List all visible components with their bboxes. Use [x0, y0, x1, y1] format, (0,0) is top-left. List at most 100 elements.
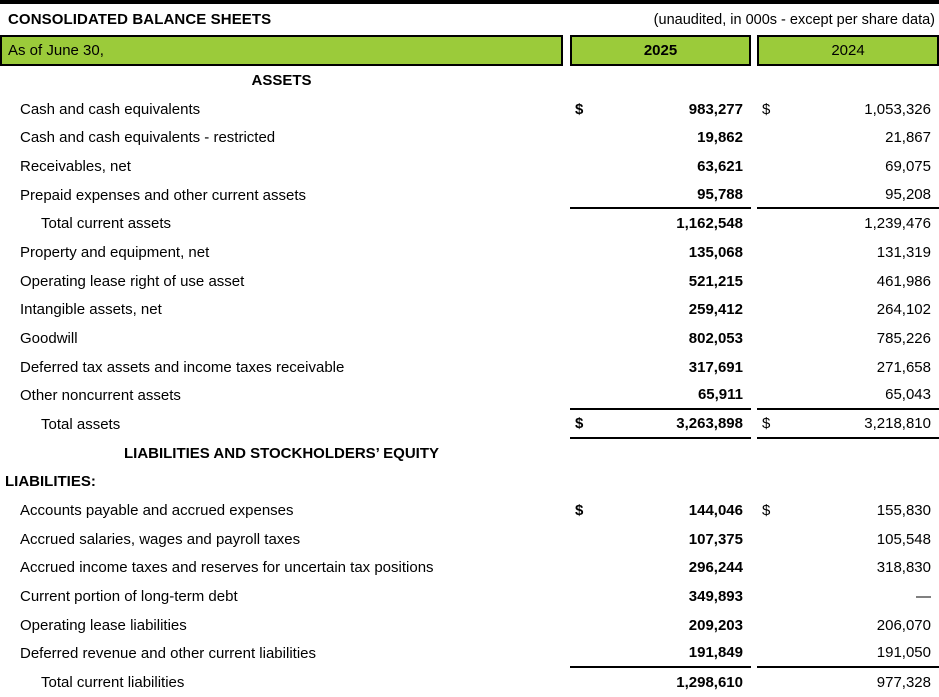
value-2025: 144,046 [688, 501, 743, 519]
dollar-sign: $ [762, 100, 771, 118]
table-row: Prepaid expenses and other current asset… [0, 181, 939, 210]
table-row: LIABILITIES: [0, 467, 939, 496]
value-2024: 1,239,476 [864, 215, 931, 233]
row-label: Accrued income taxes and reserves for un… [20, 559, 434, 577]
value-2024: 105,548 [876, 530, 931, 548]
value-2025-cell: 107,375 [570, 525, 751, 554]
table-row: Total assets $3,263,898 $3,218,810 [0, 410, 939, 439]
value-2025: 1,298,610 [676, 673, 743, 691]
top-rule [0, 0, 939, 4]
value-2025-cell: 296,244 [570, 553, 751, 582]
dollar-sign: $ [762, 414, 771, 432]
table-body: ASSETS Cash and cash equivalents $983,277 $… [0, 66, 939, 697]
table-row: Cash and cash equivalents $983,277 $1,053,… [0, 95, 939, 124]
value-2024-cell: 21,867 [757, 123, 939, 152]
value-2025: 259,412 [688, 301, 743, 319]
row-label: Total current liabilities [41, 673, 185, 691]
value-2024: — [916, 587, 931, 605]
section-header-row: ASSETS [0, 66, 939, 95]
row-label: Total assets [41, 415, 121, 433]
row-label: Intangible assets, net [20, 301, 162, 319]
row-label: Current portion of long-term debt [20, 587, 238, 605]
value-2024-cell: 271,658 [757, 353, 939, 382]
value-2024: 206,070 [876, 616, 931, 634]
value-2024: 155,830 [876, 501, 931, 519]
value-2025-cell: 209,203 [570, 611, 751, 640]
value-2024-cell [757, 439, 939, 468]
value-2024: 191,050 [876, 644, 931, 662]
value-2024-cell: 95,208 [757, 181, 939, 210]
column-header-2024: 2024 [757, 35, 939, 66]
table-row: Deferred tax assets and income taxes rec… [0, 353, 939, 382]
value-2025: 65,911 [697, 386, 743, 404]
section-header-row: LIABILITIES AND STOCKHOLDERS’ EQUITY [0, 439, 939, 468]
value-2024: 461,986 [876, 272, 931, 290]
value-2025: 107,375 [688, 530, 743, 548]
row-label: Deferred revenue and other current liabi… [20, 645, 316, 663]
value-2024: 1,053,326 [864, 100, 931, 118]
table-row: Deferred revenue and other current liabi… [0, 639, 939, 669]
row-label: Cash and cash equivalents - restricted [20, 129, 276, 147]
value-2025: 63,621 [697, 157, 743, 175]
value-2025-cell: 802,053 [570, 324, 751, 353]
value-2024: 271,658 [876, 358, 931, 376]
table-row: Operating lease right of use asset 521,21… [0, 267, 939, 296]
row-label: Accounts payable and accrued expenses [20, 501, 294, 519]
value-2024: 785,226 [876, 329, 931, 347]
value-2025: 349,893 [688, 587, 743, 605]
value-2024-cell: 191,050 [757, 639, 939, 669]
dollar-sign: $ [575, 100, 584, 118]
value-2025-cell: 1,298,610 [570, 668, 751, 697]
row-label: Operating lease right of use asset [20, 272, 245, 290]
value-2025: 19,862 [697, 129, 743, 147]
value-2024-cell: 69,075 [757, 152, 939, 181]
value-2024: 3,218,810 [864, 414, 931, 432]
row-label: Deferred tax assets and income taxes rec… [20, 358, 345, 376]
value-2024-cell: 318,830 [757, 553, 939, 582]
table-row: Current portion of long-term debt 349,893… [0, 582, 939, 611]
value-2024-cell: $1,053,326 [757, 95, 939, 124]
value-2024-cell: 131,319 [757, 238, 939, 267]
row-label: ASSETS [251, 71, 312, 89]
value-2024: 318,830 [876, 559, 931, 577]
value-2024-cell: $155,830 [757, 496, 939, 525]
value-2024: 69,075 [885, 157, 931, 175]
unaudited-note: (unaudited, in 000s - except per share d… [653, 11, 935, 28]
table-row: Accrued income taxes and reserves for un… [0, 553, 939, 582]
table-row: Cash and cash equivalents - restricted 19… [0, 123, 939, 152]
table-row: Accrued salaries, wages and payroll taxe… [0, 525, 939, 554]
value-2024: 131,319 [876, 243, 931, 261]
value-2025-cell: 317,691 [570, 353, 751, 382]
table-row: Total current liabilities 1,298,610 977,32… [0, 668, 939, 697]
value-2024: 264,102 [876, 301, 931, 319]
value-2025-cell [570, 439, 751, 468]
table-row: Total current assets 1,162,548 1,239,476 [0, 209, 939, 238]
value-2025: 3,263,898 [676, 414, 743, 432]
table-row: Goodwill 802,053 785,226 [0, 324, 939, 353]
row-label: Property and equipment, net [20, 243, 210, 261]
value-2025-cell: 521,215 [570, 267, 751, 296]
value-2024-cell [757, 66, 939, 95]
column-header-2025: 2025 [570, 35, 751, 66]
value-2024-cell: $3,218,810 [757, 410, 939, 439]
value-2025-cell: 65,911 [570, 381, 751, 411]
value-2024: 977,328 [876, 673, 931, 691]
table-row: Receivables, net 63,621 69,075 [0, 152, 939, 181]
value-2024-cell: 264,102 [757, 295, 939, 324]
value-2025-cell: 191,849 [570, 639, 751, 669]
value-2025: 135,068 [688, 243, 743, 261]
value-2024: 65,043 [885, 386, 931, 404]
dollar-sign: $ [575, 414, 584, 432]
row-label: Receivables, net [20, 157, 131, 175]
row-label: Operating lease liabilities [20, 616, 187, 634]
table-row: Other noncurrent assets 65,911 65,043 [0, 381, 939, 411]
column-header-as-of-date: As of June 30, [0, 35, 563, 66]
value-2025: 521,215 [688, 272, 743, 290]
dollar-sign: $ [575, 501, 584, 519]
value-2025-cell [570, 66, 751, 95]
value-2025-cell: 63,621 [570, 152, 751, 181]
value-2025-cell: $983,277 [570, 95, 751, 124]
row-label: LIABILITIES: [5, 473, 96, 491]
table-row: Property and equipment, net 135,068 131,31… [0, 238, 939, 267]
